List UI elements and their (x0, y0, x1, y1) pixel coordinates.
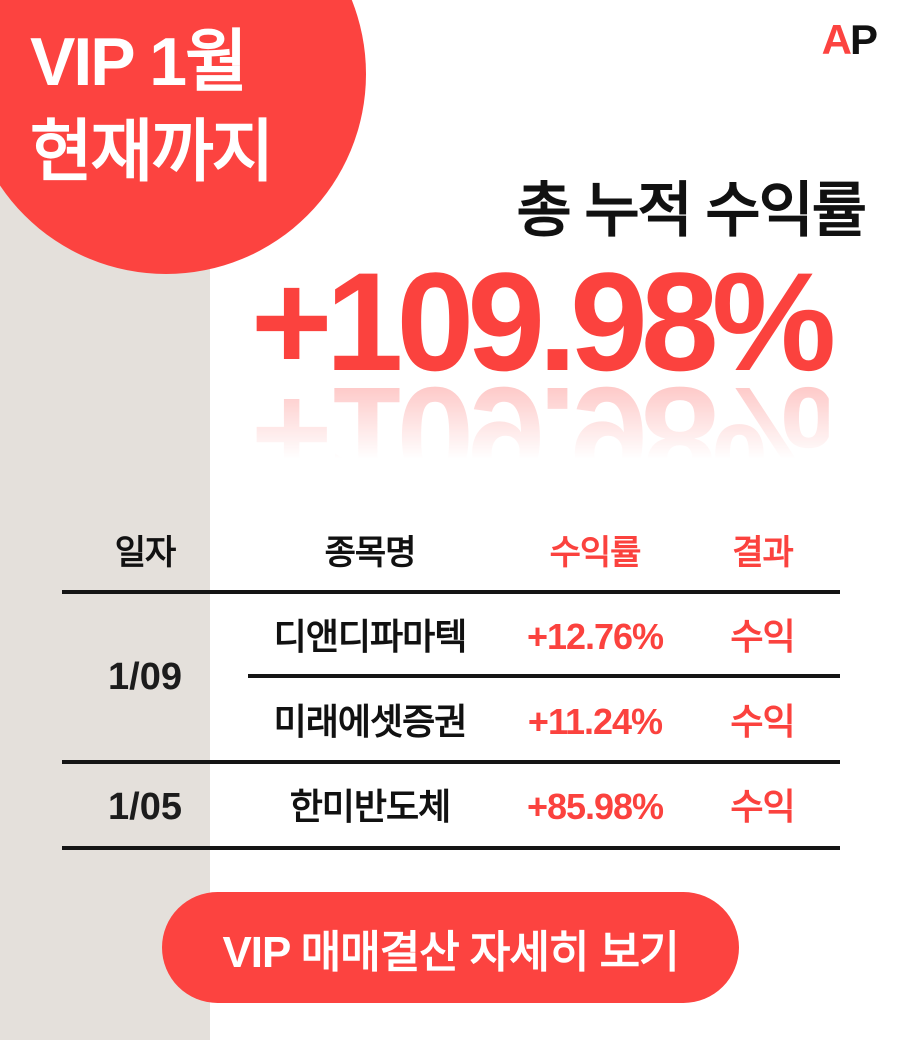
ap-logo: AP (821, 16, 878, 64)
result-cell: 수익 (730, 786, 795, 827)
date-spacer (55, 702, 235, 742)
table-divider-mid (62, 760, 840, 764)
table-divider-inner (248, 674, 840, 678)
stock-name-cell: 한미반도체 (289, 786, 452, 827)
badge-line-2: 현재까지 (30, 113, 274, 190)
vip-detail-button[interactable]: VIP 매매결산 자세히 보기 (162, 892, 739, 1003)
table-header-result: 결과 (732, 534, 794, 572)
return-cell: +12.76% (526, 616, 664, 657)
result-cell: 수익 (730, 701, 795, 742)
table-row: 디앤디파마텍 +12.76% 수익 (55, 617, 840, 657)
result-cell: 수익 (730, 616, 795, 657)
table-header-name: 종목명 (324, 534, 417, 572)
logo-letter-p: P (849, 16, 878, 63)
badge-line-1: VIP 1월 (30, 24, 248, 100)
date-spacer (55, 617, 235, 657)
table-divider-header (62, 590, 840, 594)
table-header-date: 일자 (114, 534, 177, 572)
stock-name-cell: 미래에셋증권 (273, 701, 468, 742)
table-header-row: 일자 종목명 수익률 결과 (55, 533, 840, 573)
date-cell: 1/09 (108, 656, 182, 698)
return-cell: +11.24% (527, 701, 663, 742)
cumulative-return-value: +109.98% (250, 243, 836, 400)
table-divider-bottom (62, 846, 840, 850)
logo-letter-a: A (821, 16, 852, 63)
stock-name-cell: 디앤디파마텍 (273, 616, 468, 657)
table-row: 미래에셋증권 +11.24% 수익 (55, 702, 840, 742)
table-header-return: 수익률 (549, 534, 642, 572)
table-row: 한미반도체 +85.98% 수익 (55, 787, 840, 827)
date-cell: 1/05 (108, 786, 182, 828)
date-spacer (55, 787, 235, 827)
vip-badge-text: VIP 1월 현재까지 (30, 18, 274, 198)
return-cell: +85.98% (526, 786, 664, 827)
cumulative-return-title: 총 누적 수익률 (516, 177, 867, 244)
